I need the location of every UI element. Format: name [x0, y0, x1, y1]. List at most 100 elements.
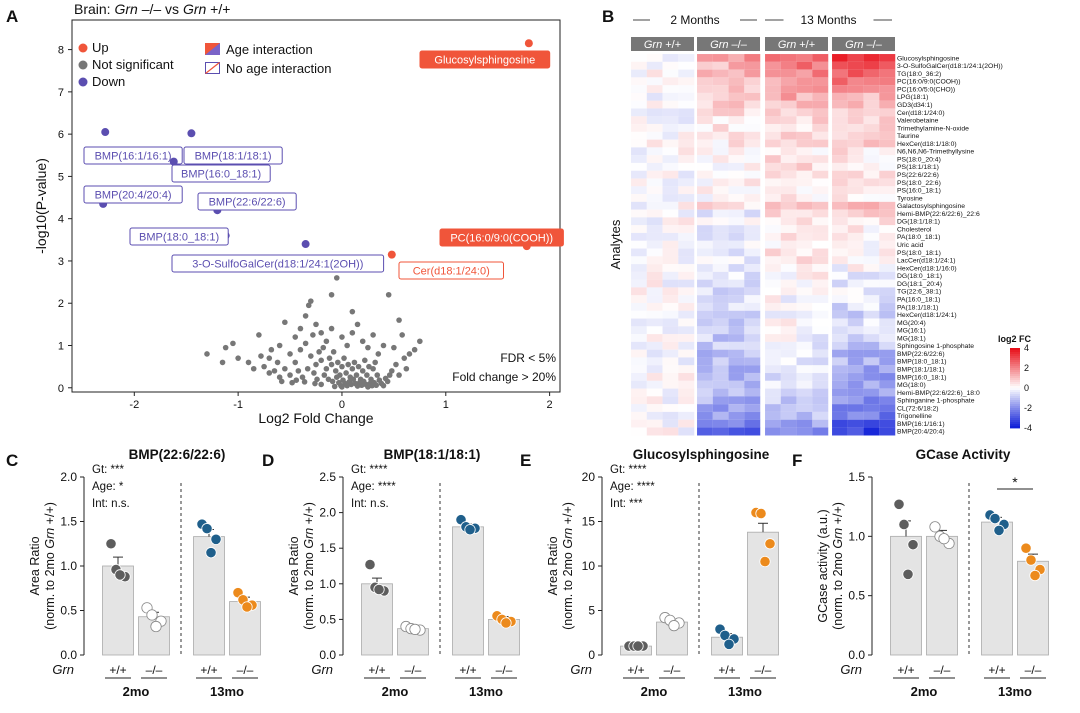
heatmap-cell	[780, 372, 797, 382]
bar	[890, 535, 922, 656]
colorbar-segment	[1010, 368, 1020, 371]
heatmap-cell	[764, 403, 782, 413]
heatmap-cell	[796, 154, 813, 164]
genotype-header	[832, 37, 895, 51]
volcano-annotation: FDR < 5%	[500, 351, 556, 365]
heatmap-cell	[831, 357, 849, 366]
heatmap-cell	[646, 69, 663, 78]
heatmap-cell	[662, 100, 679, 109]
y-tick-label: 0.0	[848, 648, 865, 662]
heatmap-cell	[712, 365, 729, 374]
heatmap-cell	[728, 240, 745, 249]
heatmap-cell	[678, 341, 695, 351]
point-ns	[366, 363, 372, 370]
heatmap-cell	[744, 154, 761, 164]
heatmap-cell	[712, 201, 729, 211]
heatmap-cell	[879, 178, 896, 187]
heatmap-cell	[780, 263, 797, 273]
heatmap-cell	[744, 396, 761, 405]
heatmap-cell	[764, 240, 782, 249]
heatmap-cell	[879, 53, 896, 63]
colorbar-tick-label: 0	[1024, 383, 1029, 393]
data-point	[929, 521, 941, 533]
point-ns	[325, 376, 332, 383]
heatmap-cell	[728, 388, 745, 397]
heatmap-cell	[847, 201, 864, 211]
heatmap-cell	[879, 256, 896, 265]
heatmap-cell	[780, 403, 797, 413]
point-ns	[313, 361, 319, 368]
heatmap-cell	[780, 302, 797, 312]
heatmap-cell	[712, 232, 729, 242]
point-ns	[328, 325, 335, 332]
heatmap-cell	[863, 411, 880, 421]
text-span: Grn	[43, 528, 57, 549]
heatmap-cell	[764, 333, 782, 343]
heatmap-cell	[744, 372, 761, 382]
y-tick-label: 0.0	[60, 648, 77, 662]
heatmap-cell	[764, 69, 782, 78]
heatmap-cell	[678, 77, 695, 86]
heatmap-cell	[847, 61, 864, 71]
heatmap-cell	[847, 170, 864, 179]
heatmap-cell	[812, 139, 829, 148]
row-label: GD3(d34:1)	[897, 102, 933, 109]
heatmap-cell	[630, 411, 648, 421]
heatmap-cell	[812, 178, 829, 187]
heatmap-cell	[662, 357, 679, 366]
heatmap-cell	[879, 248, 896, 257]
heatmap-cell	[780, 69, 797, 78]
heatmap-cell	[764, 225, 782, 234]
heatmap-cell	[646, 232, 663, 242]
heatmap-cell	[678, 225, 695, 234]
heatmap-cell	[796, 365, 813, 374]
colorbar-segment	[1010, 404, 1020, 407]
heatmap-cell	[744, 240, 761, 249]
point-ns	[295, 368, 302, 374]
heatmap-cell	[728, 365, 745, 374]
heatmap-cell	[780, 248, 797, 257]
colorbar-segment	[1010, 348, 1020, 351]
data-point	[759, 555, 771, 568]
heatmap-cell	[646, 333, 663, 343]
heatmap-cell	[796, 388, 813, 397]
heatmap-cell	[812, 69, 829, 78]
heatmap-cell	[696, 92, 714, 102]
heatmap-cell	[630, 69, 648, 78]
heatmap-cell	[764, 77, 782, 86]
stats-text: Int: n.s.	[92, 498, 130, 510]
heatmap-cell	[780, 279, 797, 288]
data-point	[464, 524, 476, 536]
genotype-label: +/+	[109, 663, 126, 677]
heatmap-cell	[678, 256, 695, 265]
heatmap-cell	[678, 240, 695, 249]
point-ns	[364, 372, 370, 378]
heatmap-cell	[744, 139, 761, 148]
plot-frame	[71, 19, 561, 393]
heatmap-cell	[662, 178, 679, 187]
heatmap-cell	[863, 388, 880, 397]
heatmap-cell	[728, 263, 745, 273]
heatmap-cell	[863, 365, 880, 374]
heatmap-cell	[744, 77, 761, 86]
heatmap-cell	[712, 357, 729, 366]
heatmap-cell	[831, 123, 849, 133]
y-tick-label: 0.5	[848, 589, 865, 603]
heatmap-cell	[744, 201, 761, 211]
bar	[981, 521, 1013, 656]
heatmap-cell	[796, 302, 813, 312]
point-label: BMP(16:0_18:1)	[181, 169, 261, 181]
heatmap-cell	[847, 139, 864, 148]
heatmap-cell	[696, 271, 714, 281]
text-span: –/– vs	[138, 1, 183, 17]
heatmap-cell	[646, 84, 663, 94]
heatmap-cell	[812, 116, 829, 125]
heatmap-cell	[847, 279, 864, 288]
heatmap-cell	[780, 365, 797, 374]
heatmap-cell	[728, 217, 745, 226]
heatmap-cell	[879, 271, 896, 281]
text-span: –/–	[867, 39, 883, 51]
significance-label: *	[1012, 474, 1018, 490]
heatmap-cell	[630, 193, 648, 203]
heatmap-cell	[847, 69, 864, 78]
